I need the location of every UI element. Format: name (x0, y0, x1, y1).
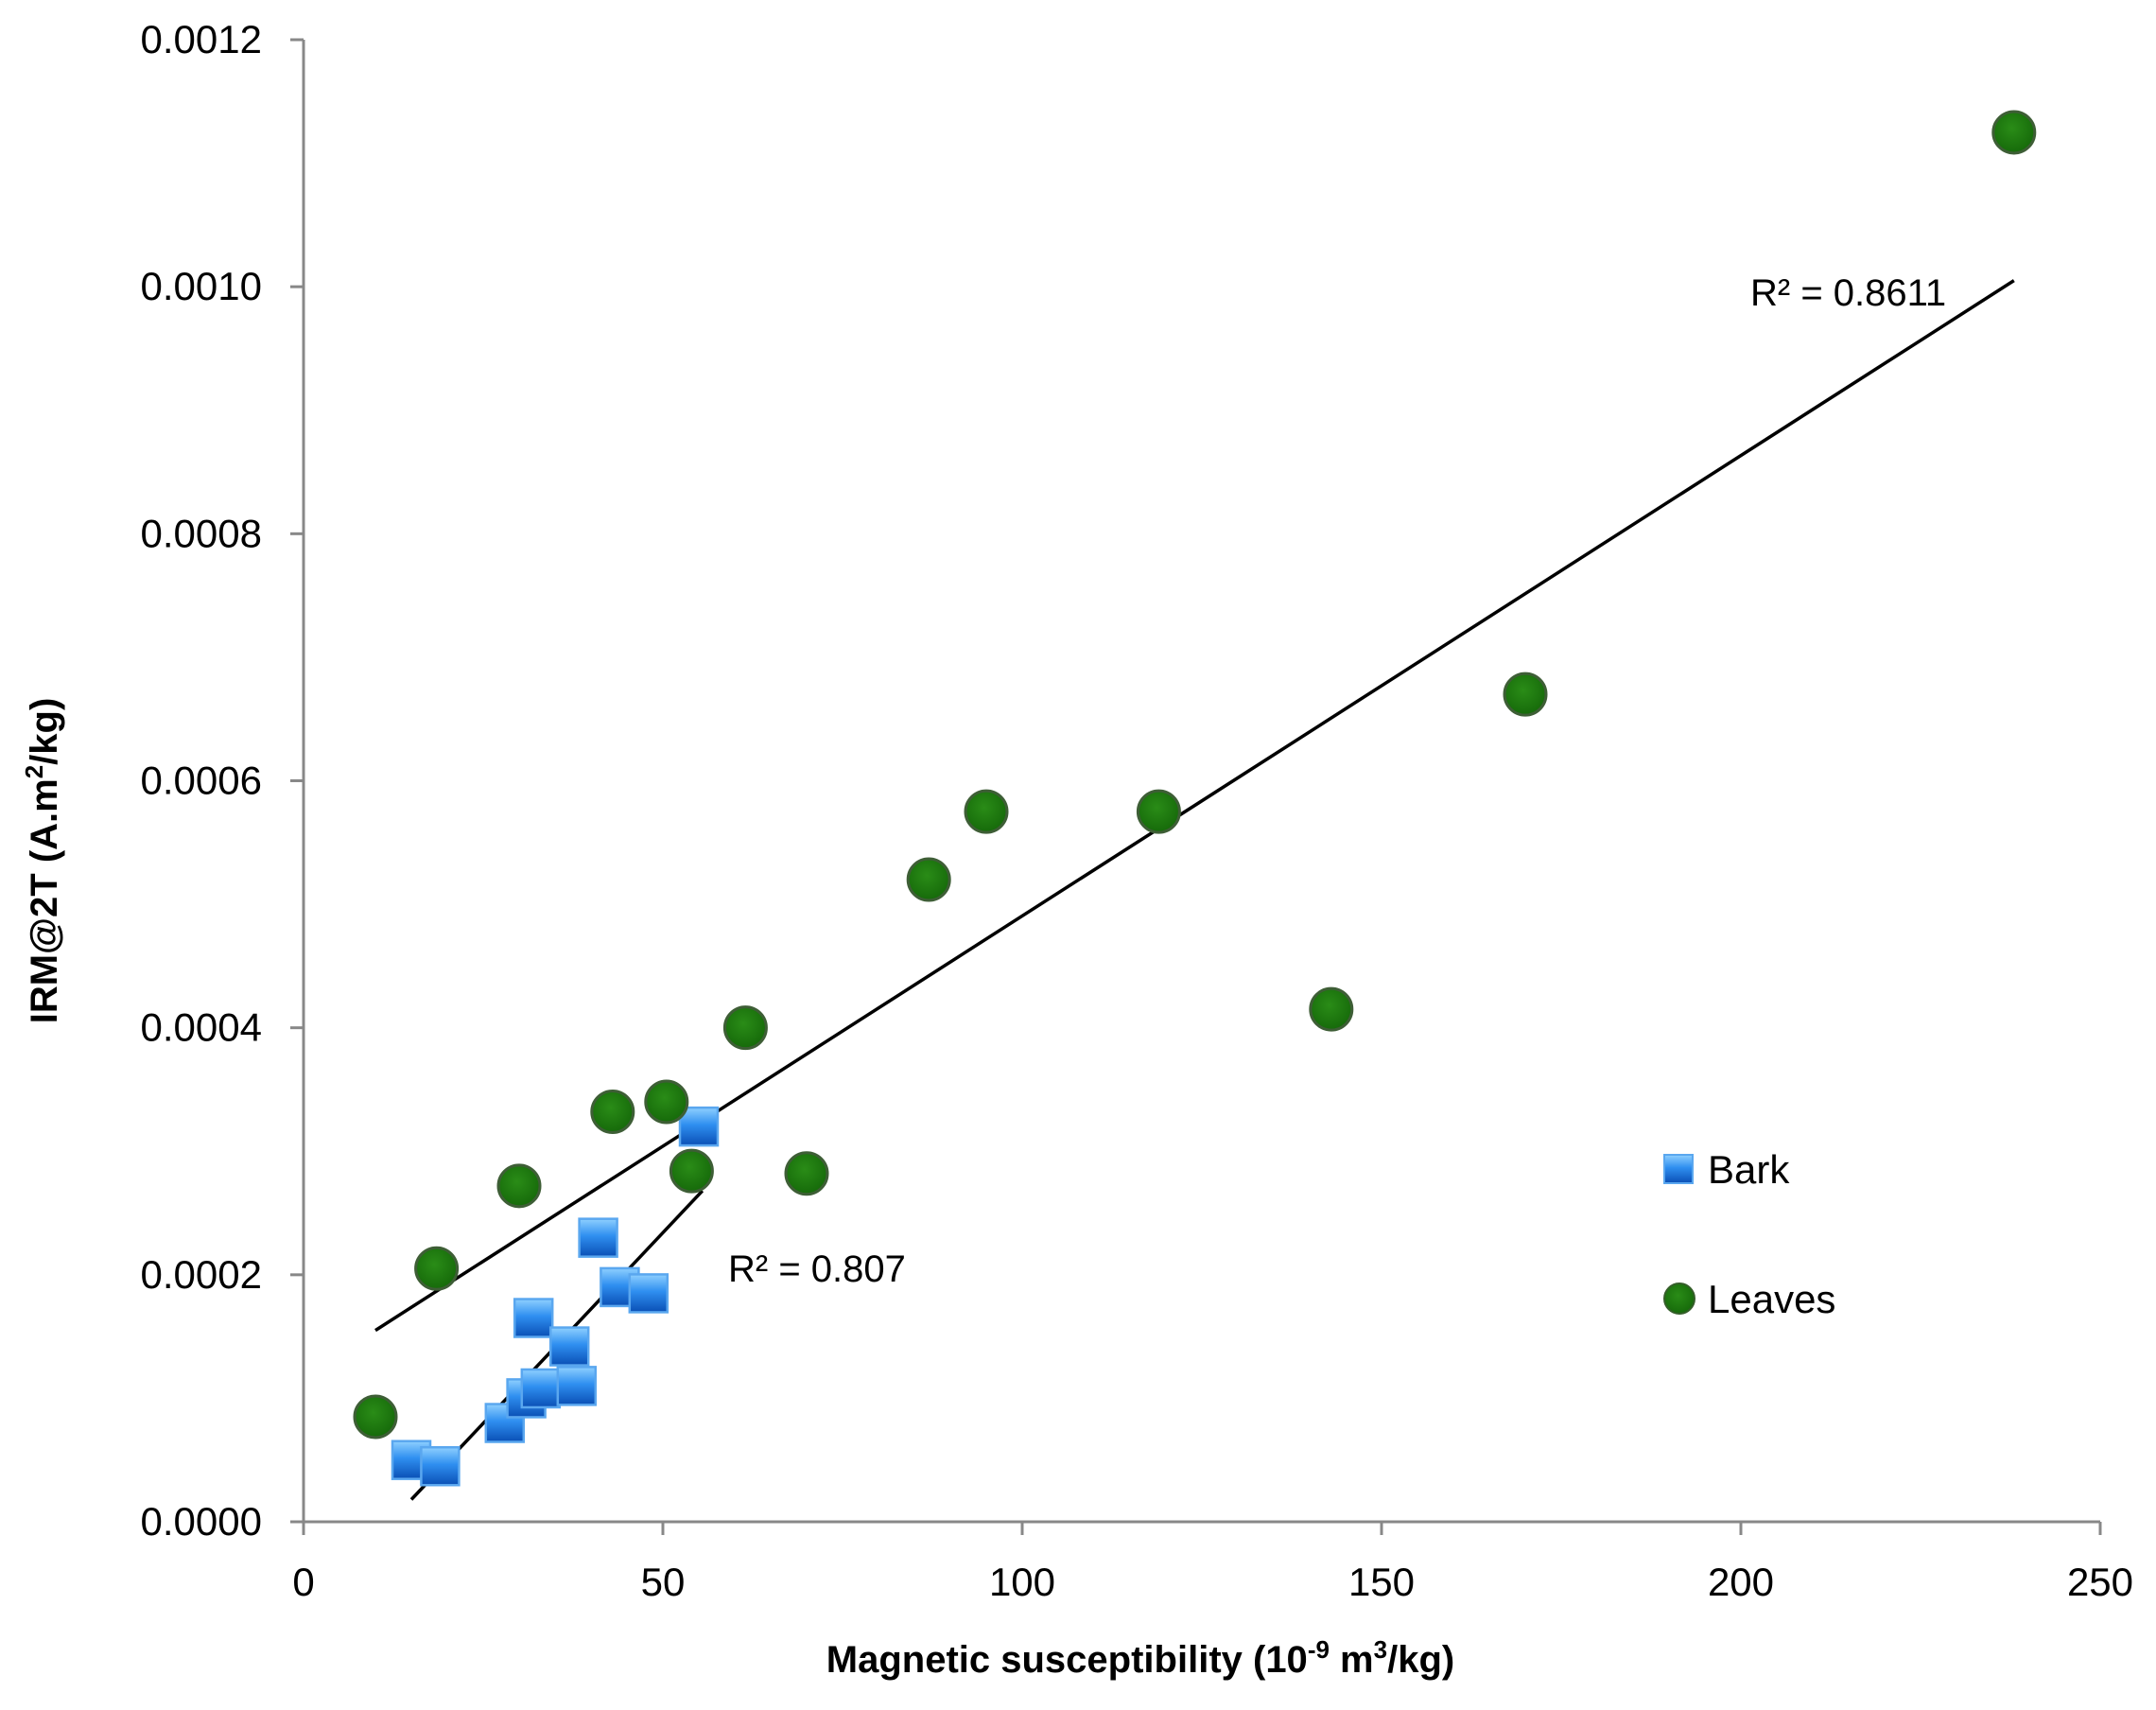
x-tick-label: 150 (1348, 1560, 1415, 1604)
leaves-trendline (374, 279, 2015, 1333)
bark-point (578, 1217, 618, 1258)
y-tick-label: 0.0010 (141, 264, 262, 308)
y-tick-label: 0.0008 (141, 511, 262, 555)
data-points (353, 110, 2037, 1487)
leaves-point (1309, 986, 1354, 1032)
leaves-point (644, 1079, 689, 1125)
leaves-point (1503, 672, 1548, 717)
leaves-point (722, 1005, 768, 1051)
bark-point (420, 1445, 461, 1487)
x-axis-title: Magnetic susceptibility (10-9 m3/kg) (826, 1635, 1454, 1681)
bark-point (556, 1366, 598, 1406)
x-tick-label: 200 (1708, 1560, 1774, 1604)
leaves-point (906, 857, 951, 902)
r2-leaves-label: R² = 0.8611 (1750, 272, 1946, 314)
bark-point (513, 1298, 554, 1338)
bark-point (520, 1368, 562, 1409)
legend-bark-marker (1663, 1154, 1694, 1184)
leaves-point (964, 789, 1009, 834)
legend-leaves-label: Leaves (1708, 1277, 1835, 1321)
x-tick-label: 100 (989, 1560, 1055, 1604)
leaves-point (414, 1246, 460, 1291)
x-tick-label: 0 (292, 1560, 314, 1604)
leaves-point (496, 1163, 542, 1209)
y-tick-label: 0.0012 (141, 17, 262, 61)
y-tick-label: 0.0000 (141, 1499, 262, 1544)
x-tick-label: 50 (641, 1560, 686, 1604)
leaves-point (784, 1151, 829, 1196)
legend-leaves-marker (1663, 1282, 1695, 1315)
x-tick-label: 250 (2067, 1560, 2133, 1604)
legend: Bark Leaves (1663, 1147, 1835, 1321)
x-axis-ticks: 0 50 100 150 200 250 (292, 1522, 2133, 1604)
y-axis-ticks: 0.0000 0.0002 0.0004 0.0006 0.0008 0.0010 0.00… (141, 17, 304, 1544)
bark-point (548, 1326, 590, 1367)
y-tick-label: 0.0006 (141, 759, 262, 803)
y-tick-label: 0.0002 (141, 1252, 262, 1297)
y-tick-label: 0.0004 (141, 1005, 262, 1050)
legend-bark-label: Bark (1708, 1147, 1790, 1192)
leaves-point (1991, 110, 2037, 155)
leaves-point (1136, 789, 1181, 834)
bark-point (678, 1106, 720, 1147)
leaves-point (353, 1394, 398, 1440)
bark-point (628, 1273, 669, 1314)
r2-bark-label: R² = 0.807 (728, 1248, 906, 1290)
bark-point (484, 1403, 526, 1443)
y-axis-title: IRM@2T (A.m2/kg) (20, 698, 65, 1024)
leaves-point (590, 1089, 635, 1134)
leaves-point (669, 1148, 714, 1194)
